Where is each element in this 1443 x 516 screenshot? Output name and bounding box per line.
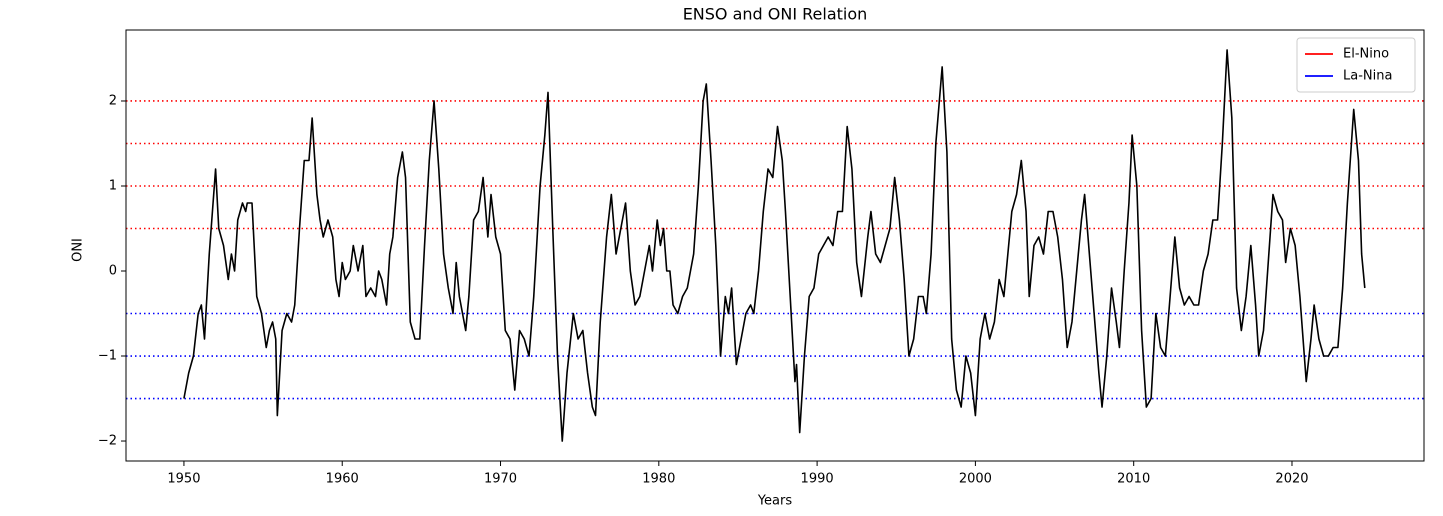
legend-label: La-Nina <box>1343 69 1392 84</box>
y-tick-label: 0 <box>109 264 117 279</box>
x-tick-label: 2010 <box>1117 472 1150 487</box>
x-tick-label: 2020 <box>1275 472 1308 487</box>
data-line <box>183 49 1366 442</box>
y-tick-label: 2 <box>109 93 117 108</box>
legend-box <box>1296 37 1416 93</box>
x-tick-label: 1970 <box>484 472 517 487</box>
x-tick-label: 1990 <box>801 472 834 487</box>
x-tick-label: 2000 <box>959 472 992 487</box>
y-axis-label: ONI <box>71 238 86 262</box>
y-tick-label: −2 <box>98 434 117 449</box>
legend-label: El-Nino <box>1343 47 1389 62</box>
x-tick-label: 1950 <box>167 472 200 487</box>
x-tick-label: 1960 <box>326 472 359 487</box>
y-tick-label: −1 <box>98 349 117 364</box>
x-tick-label: 1980 <box>642 472 675 487</box>
plot-frame <box>125 29 1425 462</box>
chart-title: ENSO and ONI Relation <box>683 5 868 24</box>
y-tick-label: 1 <box>109 178 117 193</box>
x-axis-label: Years <box>757 494 793 509</box>
